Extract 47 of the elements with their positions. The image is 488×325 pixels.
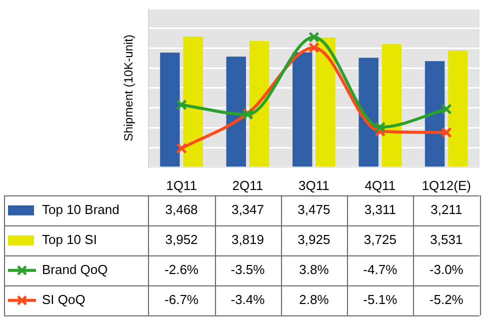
x-tick-label: 1Q11	[166, 178, 197, 193]
data-label: -3.0%	[429, 262, 464, 277]
data-label: -6.7%	[164, 292, 199, 307]
data-label: -5.2%	[429, 292, 464, 307]
data-label: -2.6%	[164, 262, 199, 277]
point	[308, 42, 320, 54]
point	[440, 104, 452, 115]
bar	[316, 37, 336, 167]
point	[374, 122, 386, 133]
legend-label: SI QoQ	[42, 292, 86, 307]
bar	[183, 36, 203, 167]
x-tick-label: 4Q11	[364, 178, 396, 193]
data-label: -5.1%	[363, 292, 398, 307]
data-label: 3,531	[430, 232, 463, 247]
data-label: 3,725	[364, 232, 396, 247]
point	[308, 32, 320, 43]
data-label: 3,952	[165, 232, 198, 247]
legend-label: Top 10 Brand	[42, 202, 120, 217]
bar	[292, 52, 312, 167]
bar	[448, 50, 468, 167]
data-label: 3,819	[231, 232, 264, 247]
x-tick-label: 1Q12(E)	[422, 178, 471, 193]
data-label: 2.8%	[299, 292, 330, 307]
data-label: 3,468	[165, 202, 198, 217]
bar	[424, 61, 445, 167]
data-label: 3.8%	[299, 262, 330, 277]
bar	[358, 58, 378, 167]
point	[176, 142, 188, 154]
x-tick-label: 2Q11	[232, 178, 264, 193]
bar	[160, 52, 180, 167]
point	[440, 126, 452, 138]
data-label: 3,311	[364, 202, 396, 217]
data-label: -3.5%	[230, 262, 266, 277]
point	[176, 99, 188, 110]
data-label: 3,347	[231, 202, 264, 217]
data-label: -3.4%	[230, 292, 266, 307]
legend-label: Brand QoQ	[42, 262, 108, 277]
bar	[382, 44, 402, 167]
bar	[226, 56, 246, 167]
data-label: 3,211	[430, 202, 462, 217]
data-label: 3,475	[298, 202, 330, 217]
x-tick-label: 3Q11	[298, 178, 330, 193]
legend-label: Top 10 SI	[42, 232, 97, 247]
data-label: 3,925	[298, 232, 330, 247]
data-label: -4.7%	[363, 262, 398, 277]
bar	[249, 40, 270, 167]
y-axis-title: Shipment (10K-unit)	[122, 34, 136, 142]
